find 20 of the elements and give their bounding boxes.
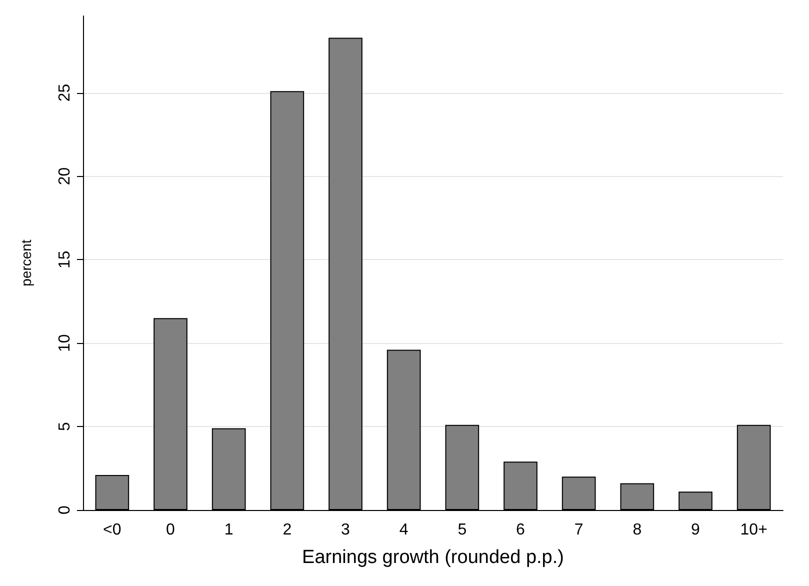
y-tick-label: 25 xyxy=(56,84,74,102)
x-tick-label: 8 xyxy=(632,522,642,538)
y-tick-label: 0 xyxy=(56,505,74,514)
x-tick-label: 3 xyxy=(341,522,350,538)
x-tick-label: 7 xyxy=(574,522,584,538)
x-tick-label: 6 xyxy=(516,522,526,538)
x-tick-label: 0 xyxy=(166,522,176,538)
x-axis-title: Earnings growth (rounded p.p.) xyxy=(302,547,564,568)
x-tick-label: 10+ xyxy=(740,522,768,538)
y-tick-label: 10 xyxy=(56,334,74,352)
x-tick-label: 9 xyxy=(691,522,700,538)
y-tick-label: 20 xyxy=(56,167,74,186)
y-axis-title: percent xyxy=(18,240,34,286)
x-tick-label: 2 xyxy=(282,522,292,538)
x-tick-label: <0 xyxy=(103,522,122,538)
x-tick-label: 4 xyxy=(399,522,408,538)
y-tick-label: 5 xyxy=(56,422,74,432)
x-tick-label: 5 xyxy=(458,522,467,538)
y-tick-label: 15 xyxy=(56,250,74,269)
x-tick-label: 1 xyxy=(224,522,234,538)
